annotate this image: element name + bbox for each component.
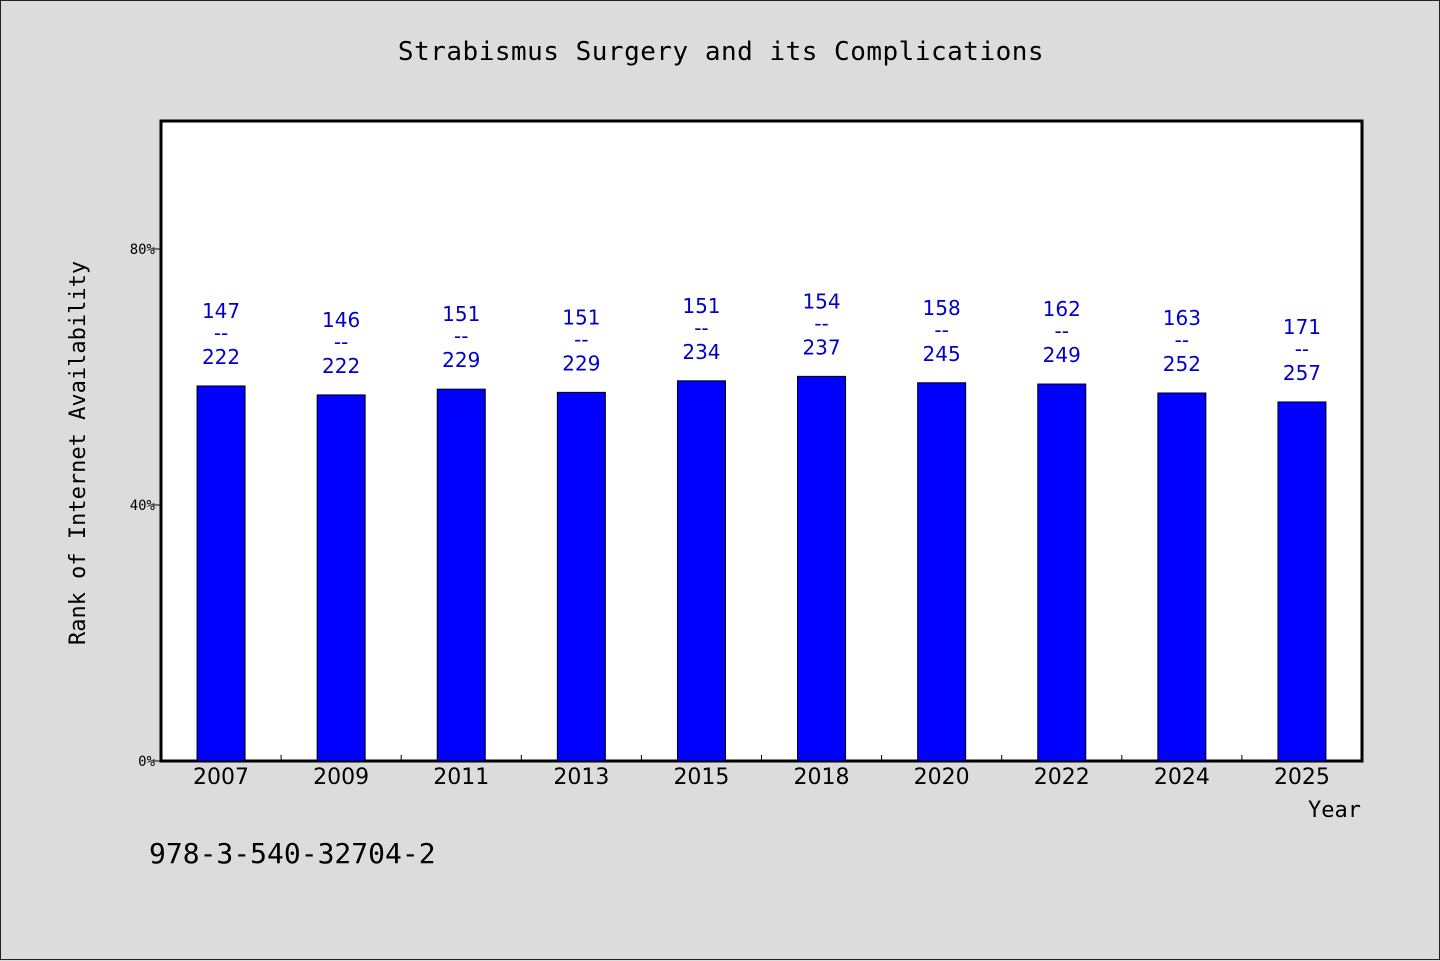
data-label-top: 151 (442, 302, 480, 326)
bar (917, 382, 967, 762)
chart-title: Strabismus Surgery and its Complications (397, 37, 1045, 67)
x-tick-label: 2025 (1274, 765, 1330, 790)
data-label-bottom: 252 (1163, 352, 1201, 376)
data-label-top: 151 (682, 294, 720, 318)
x-tick-label: 2022 (1034, 765, 1090, 790)
bar (316, 394, 366, 762)
x-tick-label: 2013 (553, 765, 609, 790)
y-tick-label: 0% (138, 754, 155, 770)
x-tick-label: 2007 (193, 765, 249, 790)
data-label-bottom: 249 (1043, 343, 1081, 367)
x-tick-label: 2011 (433, 765, 489, 790)
x-tick-label: 2020 (914, 765, 970, 790)
data-label-bottom: 245 (923, 342, 961, 366)
data-label-separator: -- (334, 330, 348, 354)
data-label-separator: -- (214, 321, 228, 345)
data-label-bottom: 234 (682, 340, 720, 364)
data-label-separator: -- (1175, 328, 1189, 352)
data-label-bottom: 229 (562, 351, 600, 375)
data-label-bottom: 222 (202, 345, 240, 369)
x-axis-label: Year (1308, 798, 1361, 823)
data-label-bottom: 237 (802, 335, 840, 359)
data-label-separator: -- (454, 324, 468, 348)
y-tick-label: 80% (130, 242, 156, 258)
y-tick-label: 40% (130, 498, 156, 514)
data-label-top: 146 (322, 308, 360, 332)
x-tick-label: 2009 (313, 765, 369, 790)
data-label-bottom: 257 (1283, 361, 1321, 385)
bar (1277, 401, 1327, 762)
data-label-separator: -- (574, 327, 588, 351)
y-axis-label: Rank of Internet Availability (66, 261, 91, 645)
data-label-bottom: 222 (322, 354, 360, 378)
bar (1037, 383, 1087, 762)
data-label-top: 162 (1043, 297, 1081, 321)
x-tick-label: 2024 (1154, 765, 1210, 790)
data-label-top: 158 (923, 296, 961, 320)
data-label-top: 147 (202, 299, 240, 323)
footer-identifier: 978-3-540-32704-2 (149, 837, 436, 870)
bar (1157, 392, 1207, 762)
bar (676, 380, 726, 762)
data-label-top: 163 (1163, 306, 1201, 330)
data-label-separator: -- (1295, 337, 1309, 361)
bar (556, 391, 606, 762)
data-label-top: 154 (802, 289, 840, 313)
bar (797, 375, 847, 762)
bar (436, 388, 486, 762)
data-label-bottom: 229 (442, 348, 480, 372)
x-tick-label: 2015 (673, 765, 729, 790)
data-label-separator: -- (694, 316, 708, 340)
x-tick-label: 2018 (794, 765, 850, 790)
data-label-top: 151 (562, 305, 600, 329)
data-label-separator: -- (814, 311, 828, 335)
plot-area: 0%40%80%147--2222007146--2222009151--229… (130, 119, 1364, 790)
data-label-separator: -- (1055, 319, 1069, 343)
bar (196, 385, 246, 762)
data-label-separator: -- (934, 318, 948, 342)
data-label-top: 171 (1283, 315, 1321, 339)
